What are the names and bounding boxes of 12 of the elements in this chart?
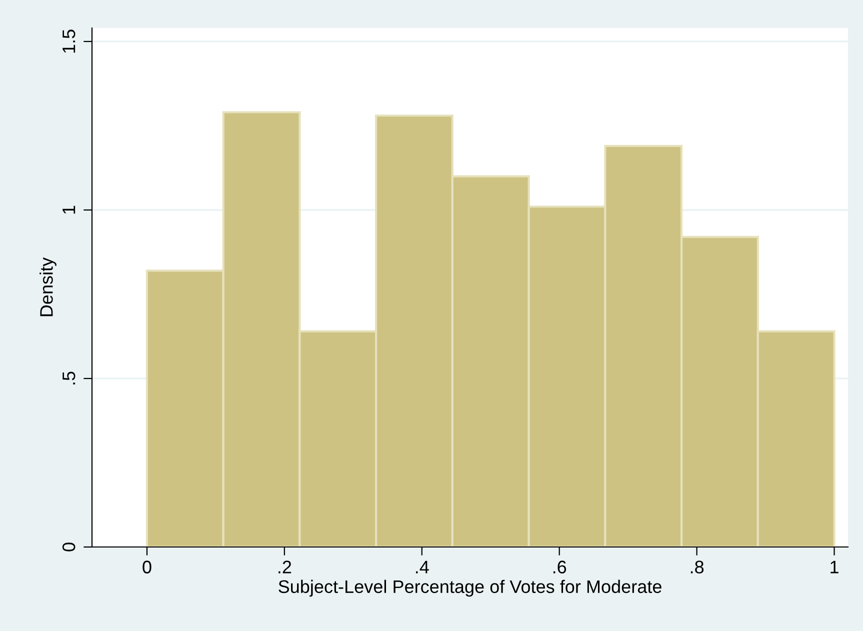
y-tick-label: .5	[62, 372, 76, 384]
x-tick-label: .4	[416, 560, 429, 574]
x-tick-label: .2	[278, 560, 292, 574]
x-tick-label: 1	[830, 560, 838, 574]
y-tick-label: 0	[62, 542, 76, 552]
y-tick-label: 1.5	[62, 30, 76, 53]
y-axis-title: Density	[40, 257, 56, 316]
x-tick-label: 0	[142, 560, 152, 574]
y-tick-label: 1	[62, 206, 76, 214]
x-tick-label: .6	[553, 560, 566, 574]
x-tick-label: .8	[690, 560, 704, 574]
x-axis-title: Subject-Level Percentage of Votes for Moderate	[278, 580, 662, 597]
